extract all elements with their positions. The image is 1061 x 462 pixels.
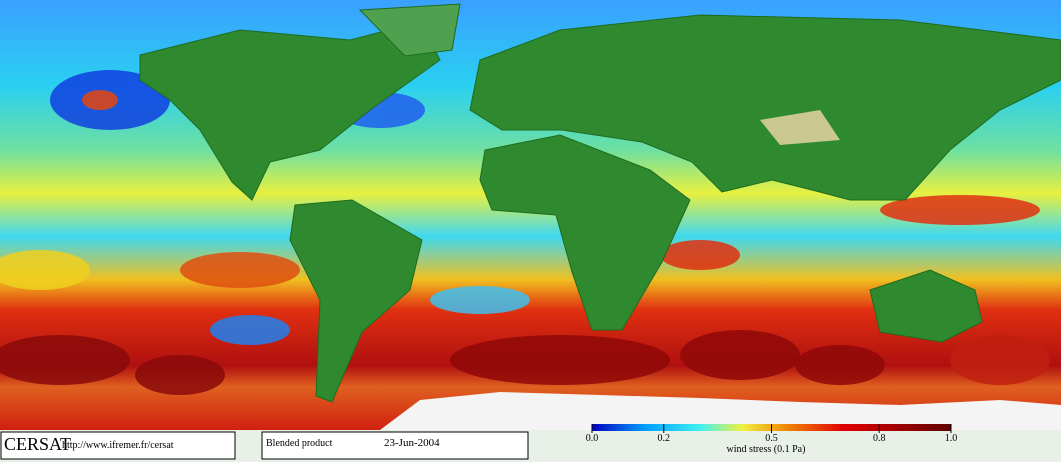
colorbar-tick-label: 0.2: [658, 433, 671, 444]
land: [139, 3, 1061, 403]
colorbar-tick-label: 0.5: [765, 433, 778, 444]
colorbar-tick-label: 1.0: [945, 433, 958, 444]
logo: CERSAT: [4, 434, 71, 454]
wind-patches: [0, 55, 1050, 395]
antarctica: [380, 392, 1061, 430]
logo-box: [0, 431, 236, 460]
product: Blended product: [266, 438, 333, 449]
colorbar-label: wind stress (0.1 Pa): [727, 444, 806, 455]
colorbar-tick-label: 0.0: [586, 433, 599, 444]
date: 23-Jun-2004: [384, 437, 440, 449]
url: http://www.ifremer.fr/cersat: [62, 440, 174, 451]
colorbar-tick-label: 0.8: [873, 433, 886, 444]
product-box: [261, 431, 529, 460]
